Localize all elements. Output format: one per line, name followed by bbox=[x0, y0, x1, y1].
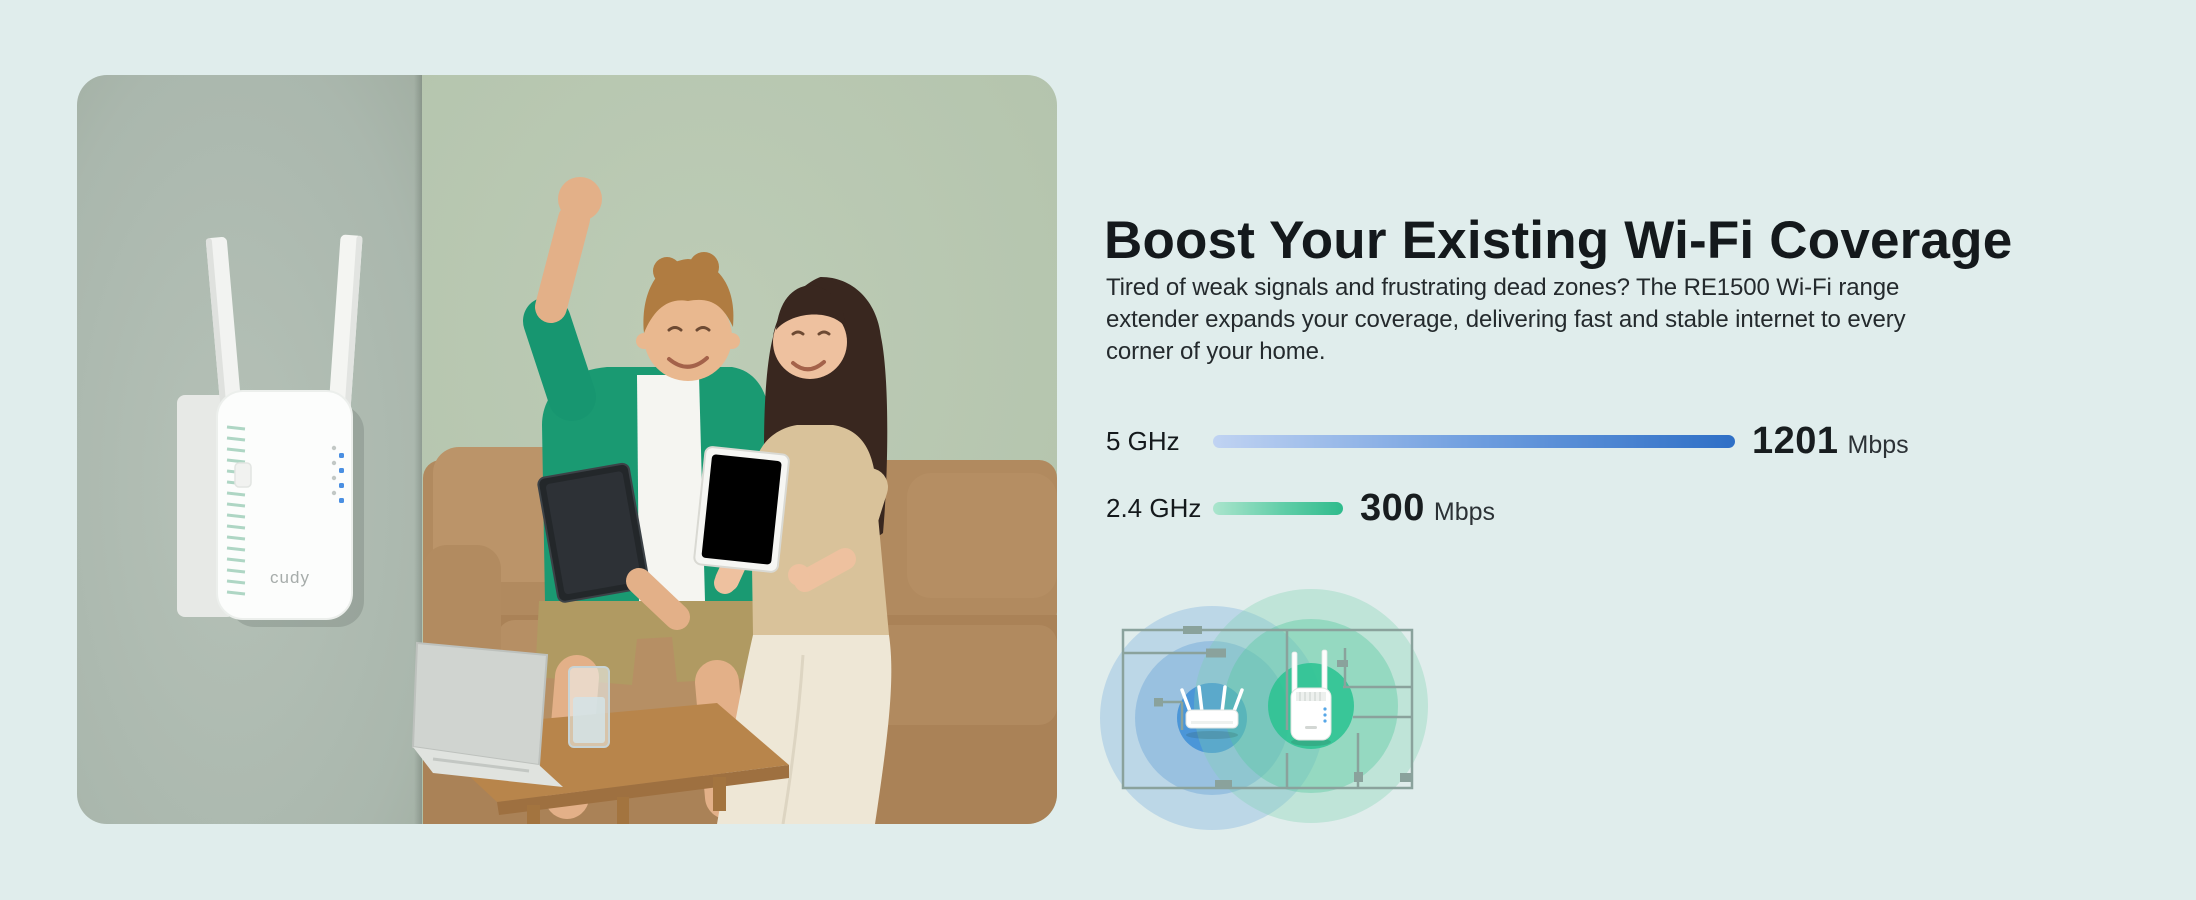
speed-bar-24ghz bbox=[1213, 501, 1343, 515]
wall-corner-shadow bbox=[414, 75, 422, 824]
router-icon bbox=[1180, 685, 1244, 739]
speed-row-5ghz: 5 GHz 1201 Mbps bbox=[1106, 419, 1909, 462]
floorplan-door-jambs bbox=[1154, 626, 1412, 788]
description-paragraph: Tired of weak signals and frustrating de… bbox=[1106, 272, 1906, 368]
black-tablet bbox=[537, 462, 650, 603]
description-line: extender expands your coverage, deliveri… bbox=[1106, 306, 1906, 333]
description-line: Tired of weak signals and frustrating de… bbox=[1106, 274, 1900, 301]
white-tablet bbox=[693, 446, 790, 573]
speed-row-24ghz: 2.4 GHz 300 Mbps bbox=[1106, 486, 1496, 529]
speed-value-24ghz: 300 bbox=[1360, 486, 1425, 529]
extender-icon bbox=[1290, 649, 1332, 746]
band-label-5ghz: 5 GHz bbox=[1106, 425, 1180, 456]
led-indicators bbox=[331, 445, 344, 503]
floorplan-coverage-svg bbox=[1100, 589, 1428, 830]
hero-photo-illustration: cudy bbox=[77, 75, 1057, 824]
raised-fist bbox=[558, 177, 602, 221]
water-glass bbox=[568, 666, 610, 748]
device-logo-text: cudy bbox=[270, 568, 310, 587]
page-title: Boost Your Existing Wi-Fi Coverage bbox=[1104, 210, 2013, 270]
speed-value-5ghz: 1201 bbox=[1752, 419, 1839, 462]
wall-extender-device: cudy bbox=[177, 234, 364, 627]
description-line: corner of your home. bbox=[1106, 338, 1326, 365]
speed-unit-5ghz: Mbps bbox=[1847, 430, 1909, 459]
wps-button bbox=[234, 462, 252, 488]
coverage-diagram bbox=[1085, 588, 1441, 850]
hero-photo: cudy bbox=[77, 75, 1057, 824]
laptop bbox=[411, 641, 563, 787]
speed-bar-5ghz bbox=[1213, 434, 1735, 448]
floorplan-walls bbox=[1121, 628, 1414, 790]
speed-unit-24ghz: Mbps bbox=[1433, 497, 1496, 526]
woman-figure bbox=[693, 277, 892, 824]
band-label-24ghz: 2.4 GHz bbox=[1106, 492, 1202, 523]
